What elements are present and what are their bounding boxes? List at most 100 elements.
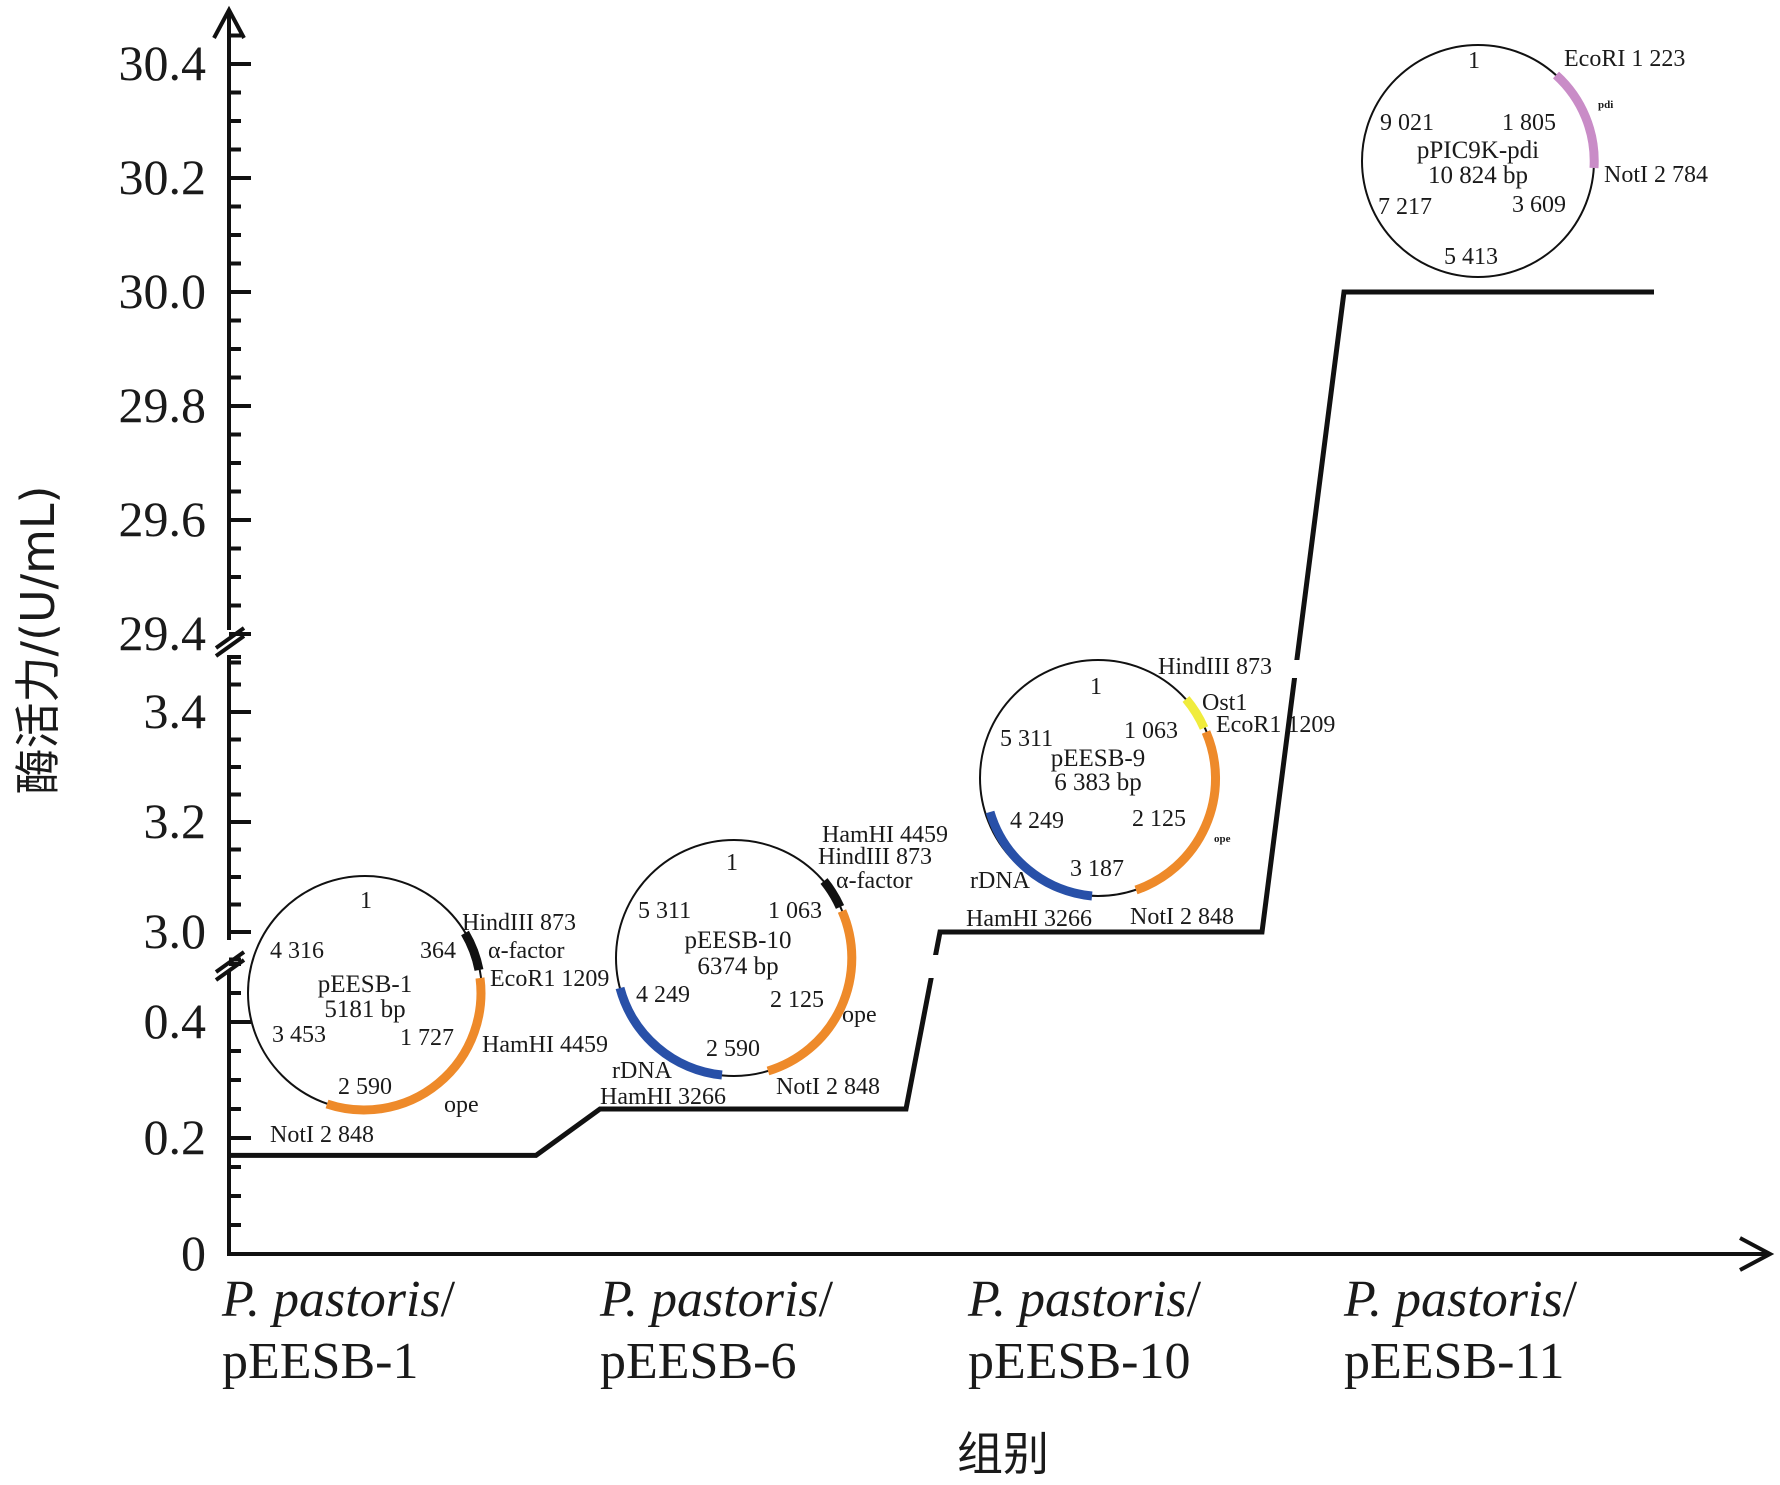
plasmid-4-name: pPIC9K-pdi bbox=[1417, 137, 1539, 164]
plasmid-2-pos-3: 2 125 bbox=[770, 987, 824, 1013]
plasmid-1-site-ecori: EcoR1 1209 bbox=[490, 966, 609, 992]
plasmid-3-site-noti: NotI 2 848 bbox=[1130, 904, 1234, 930]
y-tick-label: 30.4 bbox=[119, 35, 207, 91]
plasmid-4-pos-4: 5 413 bbox=[1444, 244, 1498, 270]
y-tick-labels: 0 0.2 0.4 3.0 3.2 3.4 29.4 29.6 29.8 30.0 30.2 30.4 bbox=[119, 35, 207, 1281]
plasmid-2-site-noti: NotI 2 848 bbox=[776, 1074, 880, 1100]
plasmid-2-site-hamhi-4459: HamHI 4459 bbox=[822, 822, 948, 848]
plasmid-4-site-ecori: EcoRI 1 223 bbox=[1564, 46, 1685, 72]
plasmid-4-pos-3: 3 609 bbox=[1512, 192, 1566, 218]
plasmid-2-pos-2: 1 063 bbox=[768, 898, 822, 924]
plasmid-map-pPIC9K-pdi: 1 1 805 3 609 5 413 7 217 9 021 pPIC9K-p… bbox=[1361, 44, 1708, 278]
category-2-name: pEESB-6 bbox=[600, 1333, 796, 1390]
y-tick-label: 0 bbox=[181, 1225, 206, 1281]
plasmid-4-pos-5: 7 217 bbox=[1378, 194, 1432, 220]
plasmid-2-alpha-factor-arc bbox=[820, 878, 845, 909]
plasmid-3-size: 6 383 bp bbox=[1054, 769, 1142, 796]
plasmid-4-feature-pdi: pdi bbox=[1598, 99, 1613, 111]
plasmid-3-pos-3: 2 125 bbox=[1132, 806, 1186, 832]
plasmid-3-pos-2: 1 063 bbox=[1124, 718, 1178, 744]
plasmid-3-site-ecori: EcoR1 1209 bbox=[1216, 712, 1335, 738]
plasmid-1-pos-5: 3 453 bbox=[272, 1022, 326, 1048]
plasmid-2-feature-ope: ope bbox=[842, 1002, 877, 1028]
category-3-slash: / bbox=[1187, 1271, 1202, 1328]
line-break-gap-2 bbox=[1274, 660, 1314, 678]
y-ticks bbox=[229, 33, 251, 1256]
plasmid-3-pos-5: 4 249 bbox=[1010, 808, 1064, 834]
category-3-name: pEESB-10 bbox=[968, 1333, 1190, 1390]
category-3-species: P. pastoris bbox=[967, 1271, 1187, 1328]
plasmid-2-pos-1: 1 bbox=[726, 850, 738, 876]
plasmid-1-feature-alpha: α-factor bbox=[488, 938, 565, 964]
category-label-2: P. pastoris/ bbox=[599, 1271, 834, 1328]
plasmid-map-pEESB-1: 1 364 1 727 2 590 3 453 4 316 pEESB-1 51… bbox=[247, 875, 609, 1148]
plasmid-4-pos-1: 1 bbox=[1468, 48, 1480, 74]
y-tick-label: 29.8 bbox=[119, 377, 207, 433]
category-1-name: pEESB-1 bbox=[222, 1333, 418, 1390]
y-tick-label: 29.4 bbox=[119, 605, 207, 661]
y-tick-label: 3.2 bbox=[144, 793, 207, 849]
plasmid-3-pos-4: 3 187 bbox=[1070, 856, 1124, 882]
plasmid-3-ost1-arc bbox=[1182, 696, 1209, 730]
plasmid-1-ope-arc bbox=[325, 977, 486, 1115]
plasmid-2-feature-rdna: rDNA bbox=[612, 1058, 673, 1084]
plasmid-3-name: pEESB-9 bbox=[1051, 745, 1145, 772]
plasmid-2-pos-5: 4 249 bbox=[636, 982, 690, 1008]
line-break-gap-1 bbox=[920, 955, 960, 978]
y-tick-label: 30.2 bbox=[119, 149, 207, 205]
plasmid-3-rdna-arc bbox=[985, 810, 1093, 901]
plasmid-1-site-hindiii: HindIII 873 bbox=[462, 910, 576, 936]
x-axis-arrowhead bbox=[1739, 1236, 1775, 1272]
category-4-slash: / bbox=[1563, 1271, 1578, 1328]
plasmid-1-site-hamhi: HamHI 4459 bbox=[482, 1032, 608, 1058]
plasmid-1-size: 5181 bp bbox=[324, 996, 405, 1023]
plasmid-1-site-noti: NotI 2 848 bbox=[270, 1122, 374, 1148]
plasmid-4-size: 10 824 bp bbox=[1428, 162, 1528, 189]
category-label-3: P. pastoris/ bbox=[967, 1271, 1202, 1328]
y-tick-label: 29.6 bbox=[119, 491, 207, 547]
plasmid-2-pos-4: 2 590 bbox=[706, 1036, 760, 1062]
plasmid-3-pos-6: 5 311 bbox=[1000, 726, 1053, 752]
category-4-species: P. pastoris bbox=[1343, 1271, 1563, 1328]
y-axis-arrowhead bbox=[212, 5, 246, 39]
plasmid-1-alpha-factor-arc bbox=[461, 930, 484, 971]
category-2-species: P. pastoris bbox=[599, 1271, 819, 1328]
plasmid-2-rdna-arc bbox=[615, 986, 723, 1080]
x-category-labels: P. pastoris/ pEESB-1 P. pastoris/ pEESB-… bbox=[221, 1271, 1578, 1390]
plasmid-map-pEESB-10-a: 1 1 063 2 125 2 590 4 249 5 311 pEESB-10… bbox=[600, 822, 948, 1110]
plasmid-1-name: pEESB-1 bbox=[318, 971, 412, 998]
plasmid-1-pos-3: 1 727 bbox=[400, 1025, 454, 1051]
plasmid-1-pos-4: 2 590 bbox=[338, 1074, 392, 1100]
plasmid-3-site-hindiii: HindIII 873 bbox=[1158, 654, 1272, 680]
plasmid-4-pdi-arc bbox=[1552, 71, 1599, 169]
plasmid-4-pos-6: 9 021 bbox=[1380, 110, 1434, 136]
plasmid-1-pos-1: 1 bbox=[360, 888, 372, 914]
plasmid-map-pEESB-9: 1 1 063 2 125 3 187 4 249 5 311 pEESB-9 … bbox=[966, 654, 1335, 932]
y-axis-title: 酶活力/(U/mL) bbox=[11, 486, 65, 795]
plasmid-3-ope-arc bbox=[1134, 730, 1220, 895]
x-axis-title: 组别 bbox=[957, 1427, 1049, 1481]
category-2-slash: / bbox=[819, 1271, 834, 1328]
plasmid-2-size: 6374 bp bbox=[697, 953, 778, 980]
y-tick-label: 3.4 bbox=[144, 683, 207, 739]
y-break-mark-high-2 bbox=[214, 626, 246, 650]
y-tick-label: 0.4 bbox=[144, 993, 207, 1049]
plasmid-1-feature-ope: ope bbox=[444, 1092, 479, 1118]
x-axis bbox=[227, 1236, 1775, 1272]
plasmid-4-site-noti: NotI 2 784 bbox=[1604, 162, 1708, 188]
plasmid-2-site-hindiii: HindIII 873 bbox=[818, 844, 932, 870]
category-label-4: P. pastoris/ bbox=[1343, 1271, 1578, 1328]
category-1-slash: / bbox=[441, 1271, 456, 1328]
plasmid-3-feature-rdna: rDNA bbox=[970, 868, 1031, 894]
y-tick-label: 30.0 bbox=[119, 263, 207, 319]
y-tick-label: 3.0 bbox=[144, 903, 207, 959]
plasmid-1-pos-6: 4 316 bbox=[270, 938, 324, 964]
step-line-path bbox=[229, 289, 1654, 1158]
plasmid-3-feature-ost1: Ost1 bbox=[1202, 690, 1247, 716]
y-break-mark-high bbox=[214, 634, 246, 658]
plasmid-3-pos-1: 1 bbox=[1090, 674, 1102, 700]
category-1-species: P. pastoris bbox=[221, 1271, 441, 1328]
plasmid-1-pos-2: 364 bbox=[420, 938, 456, 964]
plasmid-2-pos-6: 5 311 bbox=[638, 898, 691, 924]
